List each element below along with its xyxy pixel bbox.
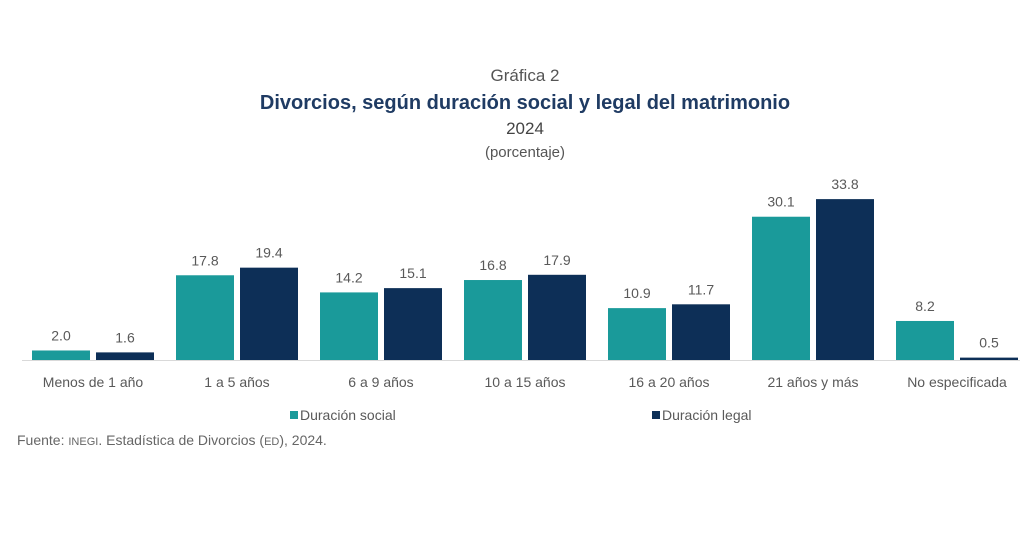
x-tick-label: 16 a 20 años [629,374,710,390]
bar-legal [672,304,730,360]
bar-social [464,280,522,360]
source-note: Fuente: INEGI. Estadística de Divorcios … [17,432,327,448]
data-label: 17.9 [543,252,570,268]
bar-social [176,275,234,360]
data-label: 8.2 [915,298,935,314]
x-tick-label: 21 años y más [767,374,858,390]
legend-label: Duración legal [662,407,752,423]
bar-legal [384,288,442,360]
x-tick-label: 10 a 15 años [485,374,566,390]
bar-legal [240,267,298,360]
x-tick-label: 6 a 9 años [348,374,413,390]
chart-label: Gráfica 2 [490,66,560,85]
bar-social [896,320,954,360]
x-tick-label: Menos de 1 año [43,374,144,390]
data-label: 19.4 [255,245,282,261]
data-label: 30.1 [767,194,794,210]
data-label: 14.2 [335,269,362,285]
legend-swatch [652,411,660,419]
data-label: 1.6 [115,329,135,345]
legend-label: Duración social [300,407,396,423]
bar-social [608,308,666,360]
chart-subtitle: 2024 [506,119,544,138]
chart-title: Divorcios, según duración social y legal… [259,92,791,114]
data-label: 15.1 [399,265,426,281]
bar-social [32,350,90,360]
data-label: 10.9 [623,285,650,301]
bar-legal [528,274,586,360]
bar-social [752,216,810,360]
data-label: 0.5 [979,335,999,351]
bar-social [320,292,378,360]
data-label: 16.8 [479,257,506,273]
data-label: 2.0 [51,327,71,343]
data-label: 33.8 [831,176,858,192]
bar-legal [96,352,154,360]
bar-legal [960,357,1018,360]
data-label: 11.7 [688,281,714,297]
x-tick-label: 1 a 5 años [204,374,269,390]
chart-unit-label: (porcentaje) [484,144,566,161]
data-label: 17.8 [191,252,218,268]
bar-legal [816,199,874,360]
x-tick-label: No especificada [907,374,1007,390]
legend-swatch [290,411,298,419]
